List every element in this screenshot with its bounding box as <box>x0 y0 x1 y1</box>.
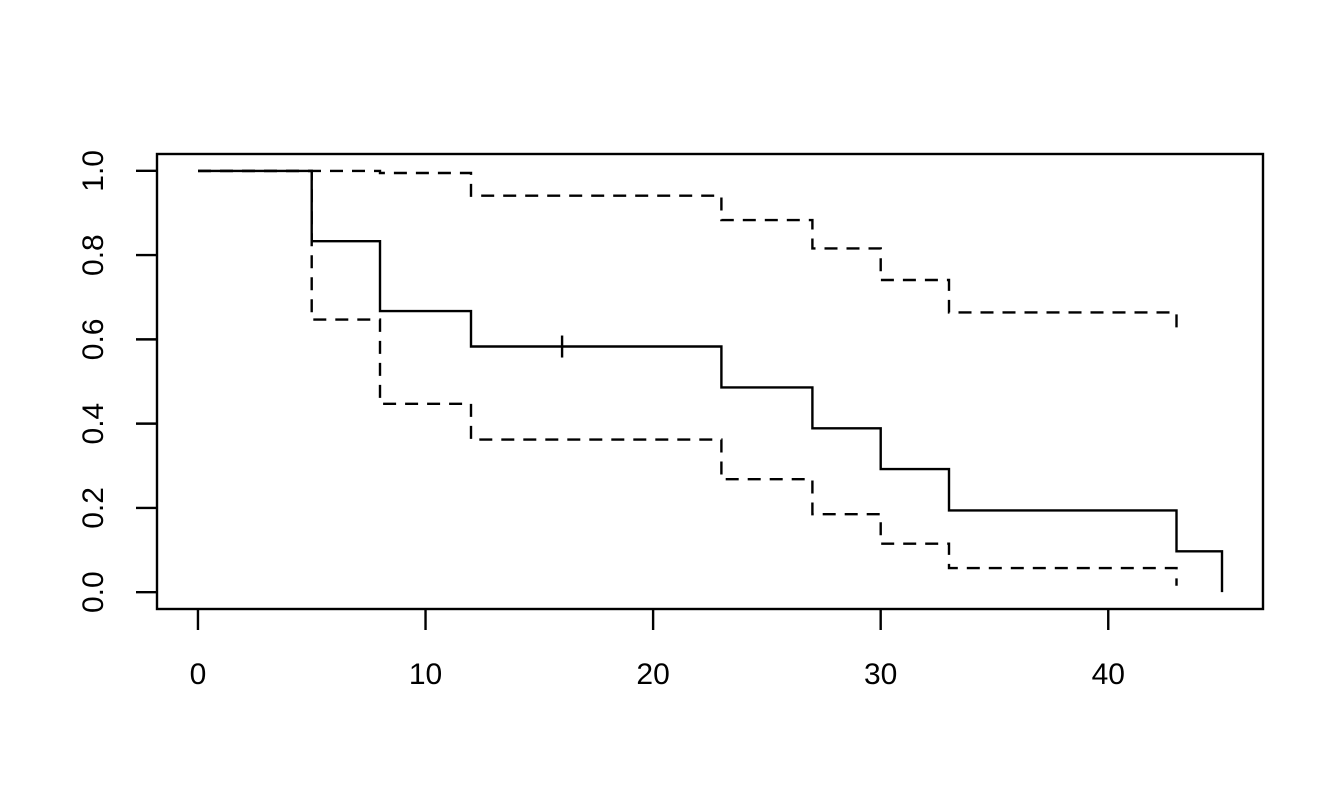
y-axis-tick-label: 0.0 <box>77 571 110 613</box>
x-axis-tick-label: 40 <box>1092 658 1125 691</box>
y-axis-tick-label: 0.6 <box>77 319 110 361</box>
x-axis-tick-label: 20 <box>636 658 669 691</box>
x-axis-tick-label: 10 <box>409 658 442 691</box>
y-axis-tick-label: 0.8 <box>77 234 110 276</box>
ci-upper-curve <box>198 169 1178 331</box>
y-axis-tick-label: 0.4 <box>77 403 110 445</box>
plot-border-box <box>155 152 1265 611</box>
ci-lower-curve <box>198 169 1178 586</box>
x-axis-tick-label: 0 <box>190 658 207 691</box>
x-axis-tick-label: 30 <box>864 658 897 691</box>
y-axis-tick-label: 0.2 <box>77 487 110 529</box>
survival-estimate-curve <box>198 169 1224 593</box>
y-axis-tick-label: 1.0 <box>77 150 110 192</box>
